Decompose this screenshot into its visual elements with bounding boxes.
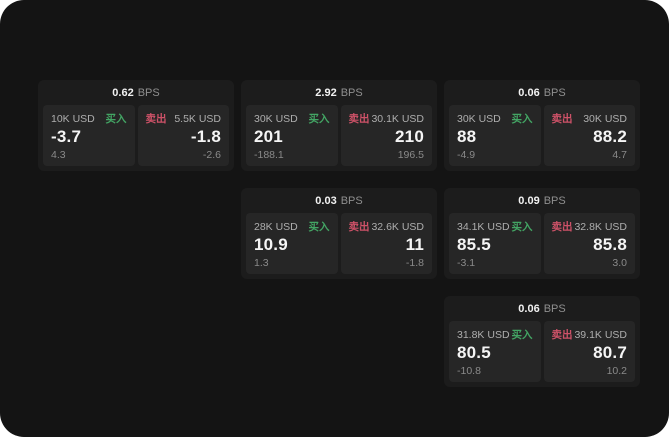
bps-header: 0.09 BPS [444, 188, 640, 213]
bps-value: 0.06 [518, 86, 540, 99]
quote-card: 0.03 BPS 28K USD 买入 10.9 1.3 卖出 32.6K US… [241, 188, 437, 279]
sell-price: 85.8 [593, 235, 627, 254]
buy-price: 85.5 [457, 235, 491, 254]
bps-header: 2.92 BPS [241, 80, 437, 105]
bps-unit-label: BPS [543, 194, 566, 207]
buy-button[interactable]: 买入 [511, 221, 533, 233]
sell-button[interactable]: 卖出 [348, 221, 370, 233]
buy-quote-tile[interactable]: 30K USD 买入 201 -188.1 [246, 105, 338, 166]
bps-unit-label: BPS [137, 86, 160, 99]
buy-quote-tile[interactable]: 30K USD 买入 88 -4.9 [449, 105, 541, 166]
quote-body: 30K USD 买入 201 -188.1 卖出 30.1K USD 210 1… [241, 105, 437, 166]
bps-unit-label: BPS [543, 302, 566, 315]
sell-button[interactable]: 卖出 [551, 221, 573, 233]
buy-quote-tile[interactable]: 34.1K USD 买入 85.5 -3.1 [449, 213, 541, 274]
sell-price: 11 [405, 235, 424, 254]
quote-body: 28K USD 买入 10.9 1.3 卖出 32.6K USD 11 -1.8 [241, 213, 437, 274]
sell-delta: 196.5 [397, 149, 424, 161]
sell-delta: -2.6 [202, 149, 221, 161]
buy-quote-tile[interactable]: 10K USD 买入 -3.7 4.3 [43, 105, 135, 166]
buy-notional: 30K USD [457, 113, 501, 125]
buy-price: 80.5 [457, 343, 491, 362]
buy-delta: -4.9 [457, 149, 476, 161]
buy-delta: -10.8 [457, 365, 481, 377]
bps-header: 0.03 BPS [241, 188, 437, 213]
bps-value: 0.62 [112, 86, 134, 99]
sell-notional: 30K USD [583, 113, 627, 125]
bps-unit-label: BPS [543, 86, 566, 99]
quote-card: 0.09 BPS 34.1K USD 买入 85.5 -3.1 卖出 32.8K… [444, 188, 640, 279]
sell-quote-tile[interactable]: 卖出 39.1K USD 80.7 10.2 [543, 321, 635, 382]
sell-button[interactable]: 卖出 [551, 329, 573, 341]
quote-body: 10K USD 买入 -3.7 4.3 卖出 5.5K USD -1.8 -2.… [38, 105, 234, 166]
buy-delta: 4.3 [51, 149, 66, 161]
buy-notional: 28K USD [254, 221, 298, 233]
bps-value: 0.09 [518, 194, 540, 207]
sell-quote-tile[interactable]: 卖出 5.5K USD -1.8 -2.6 [137, 105, 229, 166]
sell-quote-tile[interactable]: 卖出 30K USD 88.2 4.7 [543, 105, 635, 166]
sell-delta: 4.7 [612, 149, 627, 161]
buy-delta: -3.1 [457, 257, 476, 269]
bps-value: 0.06 [518, 302, 540, 315]
sell-price: 210 [395, 127, 424, 146]
buy-quote-tile[interactable]: 31.8K USD 买入 80.5 -10.8 [449, 321, 541, 382]
quote-card: 0.06 BPS 30K USD 买入 88 -4.9 卖出 30K USD 8… [444, 80, 640, 171]
buy-button[interactable]: 买入 [511, 113, 533, 125]
buy-notional: 10K USD [51, 113, 95, 125]
buy-button[interactable]: 买入 [308, 221, 330, 233]
quote-card: 0.06 BPS 31.8K USD 买入 80.5 -10.8 卖出 39.1… [444, 296, 640, 387]
sell-button[interactable]: 卖出 [551, 113, 573, 125]
buy-button[interactable]: 买入 [511, 329, 533, 341]
buy-notional: 34.1K USD [457, 221, 510, 233]
sell-price: 88.2 [593, 127, 627, 146]
buy-button[interactable]: 买入 [105, 113, 127, 125]
bps-header: 0.62 BPS [38, 80, 234, 105]
sell-delta: -1.8 [405, 257, 424, 269]
buy-price: 10.9 [254, 235, 288, 254]
buy-price: -3.7 [51, 127, 82, 146]
bps-unit-label: BPS [340, 86, 363, 99]
sell-price: -1.8 [190, 127, 221, 146]
sell-notional: 39.1K USD [574, 329, 627, 341]
quote-body: 30K USD 买入 88 -4.9 卖出 30K USD 88.2 4.7 [444, 105, 640, 166]
bps-value: 0.03 [315, 194, 337, 207]
bps-value: 2.92 [315, 86, 337, 99]
buy-delta: -188.1 [254, 149, 284, 161]
quote-body: 31.8K USD 买入 80.5 -10.8 卖出 39.1K USD 80.… [444, 321, 640, 382]
bps-unit-label: BPS [340, 194, 363, 207]
quote-card: 2.92 BPS 30K USD 买入 201 -188.1 卖出 30.1K … [241, 80, 437, 171]
sell-delta: 3.0 [612, 257, 627, 269]
sell-notional: 30.1K USD [371, 113, 424, 125]
buy-notional: 31.8K USD [457, 329, 510, 341]
quote-card: 0.62 BPS 10K USD 买入 -3.7 4.3 卖出 5.5K USD… [38, 80, 234, 171]
sell-button[interactable]: 卖出 [145, 113, 167, 125]
bps-header: 0.06 BPS [444, 296, 640, 321]
buy-price: 88 [457, 127, 477, 146]
bps-header: 0.06 BPS [444, 80, 640, 105]
sell-quote-tile[interactable]: 卖出 32.8K USD 85.8 3.0 [543, 213, 635, 274]
buy-notional: 30K USD [254, 113, 298, 125]
buy-button[interactable]: 买入 [308, 113, 330, 125]
quote-body: 34.1K USD 买入 85.5 -3.1 卖出 32.8K USD 85.8… [444, 213, 640, 274]
sell-price: 80.7 [593, 343, 627, 362]
buy-quote-tile[interactable]: 28K USD 买入 10.9 1.3 [246, 213, 338, 274]
sell-quote-tile[interactable]: 卖出 30.1K USD 210 196.5 [340, 105, 432, 166]
sell-quote-tile[interactable]: 卖出 32.6K USD 11 -1.8 [340, 213, 432, 274]
buy-price: 201 [254, 127, 283, 146]
sell-notional: 32.6K USD [371, 221, 424, 233]
sell-button[interactable]: 卖出 [348, 113, 370, 125]
sell-notional: 32.8K USD [574, 221, 627, 233]
buy-delta: 1.3 [254, 257, 269, 269]
sell-notional: 5.5K USD [174, 113, 221, 125]
sell-delta: 10.2 [606, 365, 627, 377]
